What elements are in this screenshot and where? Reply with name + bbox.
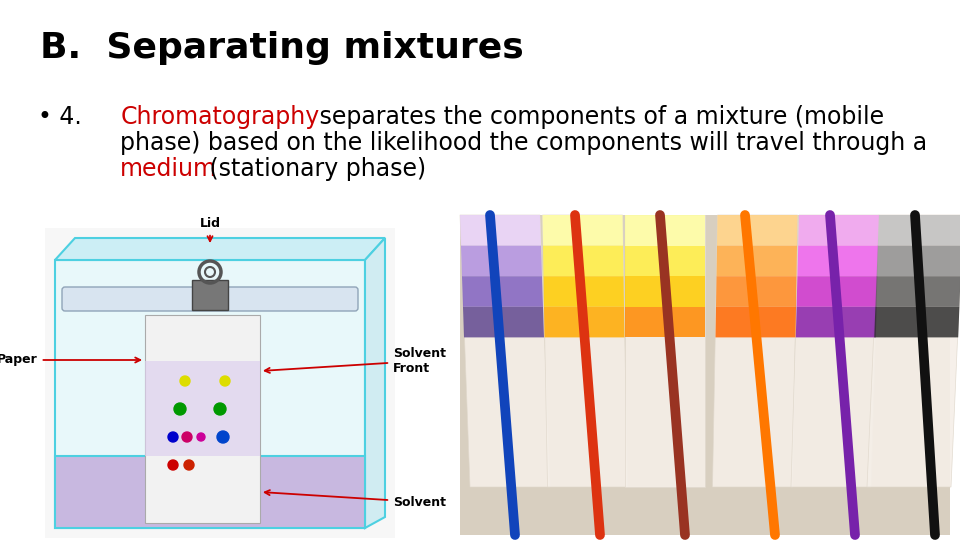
Text: medium: medium <box>120 157 217 181</box>
FancyBboxPatch shape <box>62 287 358 311</box>
Polygon shape <box>625 307 705 338</box>
Circle shape <box>217 431 229 443</box>
Polygon shape <box>796 307 876 338</box>
Circle shape <box>214 403 226 415</box>
Circle shape <box>174 403 186 415</box>
Polygon shape <box>625 215 705 246</box>
Polygon shape <box>543 246 623 276</box>
Polygon shape <box>791 215 879 487</box>
Text: phase) based on the likelihood the components will travel through a: phase) based on the likelihood the compo… <box>120 131 927 155</box>
Polygon shape <box>716 246 797 276</box>
Text: Solvent: Solvent <box>265 490 446 509</box>
Text: B.  Separating mixtures: B. Separating mixtures <box>40 31 524 65</box>
Polygon shape <box>712 215 798 487</box>
Bar <box>55 456 365 528</box>
Polygon shape <box>625 215 705 487</box>
Polygon shape <box>365 238 385 528</box>
Text: separates the components of a mixture (mobile: separates the components of a mixture (m… <box>312 105 884 129</box>
Polygon shape <box>463 307 544 338</box>
Text: (stationary phase): (stationary phase) <box>203 157 426 181</box>
Polygon shape <box>543 276 624 307</box>
Circle shape <box>180 376 190 386</box>
Polygon shape <box>717 215 798 246</box>
Text: • 4.: • 4. <box>38 105 97 129</box>
Polygon shape <box>876 246 960 276</box>
Circle shape <box>220 376 230 386</box>
Bar <box>192 280 228 310</box>
Polygon shape <box>55 238 385 260</box>
Polygon shape <box>877 215 960 246</box>
Text: Chromatography: Chromatography <box>120 105 320 129</box>
Polygon shape <box>625 246 705 276</box>
Polygon shape <box>460 215 541 246</box>
Polygon shape <box>544 307 625 338</box>
Polygon shape <box>625 276 705 307</box>
Polygon shape <box>716 276 797 307</box>
Bar <box>460 215 950 535</box>
Bar <box>145 315 260 523</box>
Polygon shape <box>875 307 959 338</box>
Circle shape <box>197 433 205 441</box>
Polygon shape <box>876 276 960 307</box>
Circle shape <box>182 432 192 442</box>
Bar <box>145 361 260 456</box>
Polygon shape <box>542 215 623 246</box>
Text: Paper: Paper <box>0 354 140 367</box>
Polygon shape <box>797 276 877 307</box>
Circle shape <box>168 460 178 470</box>
Polygon shape <box>798 246 878 276</box>
Circle shape <box>184 460 194 470</box>
Polygon shape <box>462 276 543 307</box>
Polygon shape <box>798 215 879 246</box>
Polygon shape <box>542 215 628 487</box>
Bar <box>55 260 365 528</box>
Circle shape <box>168 432 178 442</box>
FancyBboxPatch shape <box>45 228 395 538</box>
Text: Lid: Lid <box>200 217 221 241</box>
Polygon shape <box>715 307 796 338</box>
Polygon shape <box>867 215 960 487</box>
Text: Solvent
Front: Solvent Front <box>265 347 446 375</box>
Polygon shape <box>461 246 542 276</box>
Polygon shape <box>460 215 550 487</box>
